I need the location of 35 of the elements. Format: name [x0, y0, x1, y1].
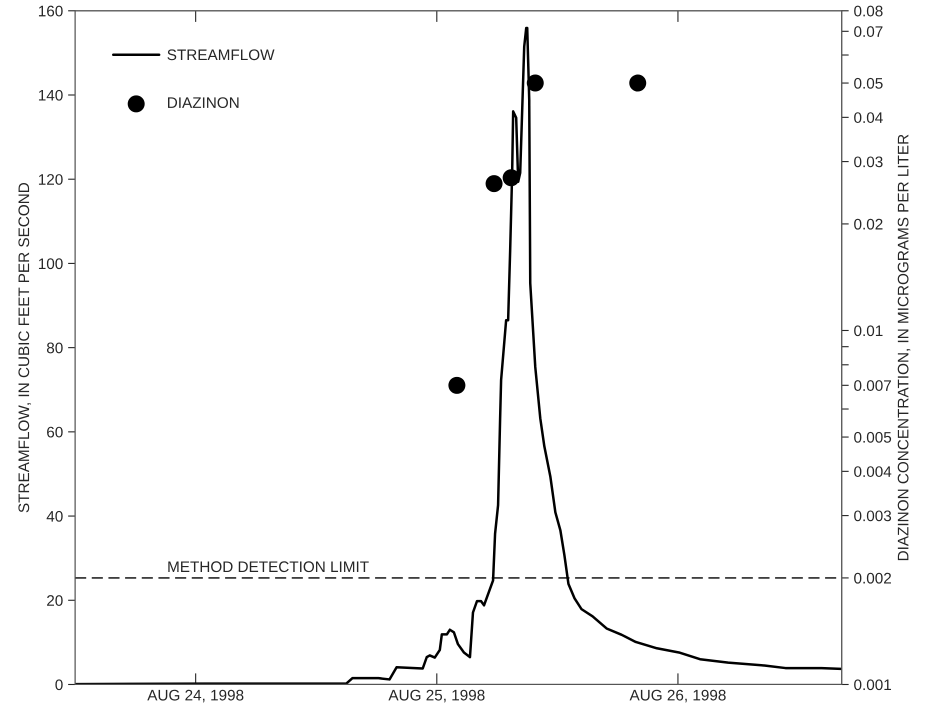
- point: [448, 376, 466, 394]
- x-tick-label: AUG 25, 1998: [388, 690, 485, 702]
- y2-tick-label: 0.01: [854, 325, 883, 336]
- point: [526, 74, 544, 92]
- y2-tick-label: 0.002: [854, 572, 891, 584]
- point: [502, 169, 520, 186]
- y2-tick-label: 0.08: [854, 6, 883, 16]
- y-tick-label: 100: [38, 258, 63, 270]
- y2-tick-label: 0.03: [854, 156, 883, 168]
- legend-label: DIAZINON: [168, 97, 239, 108]
- y-tick-label: 160: [38, 6, 63, 16]
- y2-tick-label: 0.003: [854, 510, 892, 522]
- point: [486, 175, 503, 192]
- y-tick-label: 20: [47, 595, 63, 606]
- y2-tick-label: 0.005: [854, 432, 892, 443]
- y-tick-label: 80: [46, 342, 63, 354]
- y-tick-label: 60: [47, 426, 63, 438]
- y-tick-label: 120: [38, 174, 63, 185]
- y2-axis-title: DIAZINON CONCENTRATION, IN MICROGRAMS PER LITER: [898, 134, 910, 560]
- x-tick-label: AUG 24, 1998: [147, 690, 244, 702]
- y2-tick-label: 0.004: [854, 466, 892, 478]
- y-tick-label: 40: [46, 510, 63, 522]
- y2-tick-label: 0.007: [854, 380, 891, 392]
- y2-tick-label: 0.02: [854, 218, 882, 230]
- ref-line-label: METHOD DETECTION LIMIT: [168, 561, 369, 572]
- x-tick-label: AUG 26, 1998: [630, 690, 726, 702]
- y2-tick-label: 0.001: [854, 679, 892, 690]
- y2-tick-label: 0.07: [854, 26, 882, 37]
- y2-tick-label: 0.05: [854, 78, 883, 89]
- point: [629, 74, 646, 92]
- y-tick-label: 140: [38, 90, 63, 101]
- legend-label: STREAMFLOW: [167, 49, 274, 60]
- y2-tick-label: 0.04: [854, 112, 883, 124]
- y-tick-label: 0: [55, 679, 63, 690]
- y-axis-title: STREAMFLOW, IN CUBIC FEET PER SECOND: [18, 182, 32, 512]
